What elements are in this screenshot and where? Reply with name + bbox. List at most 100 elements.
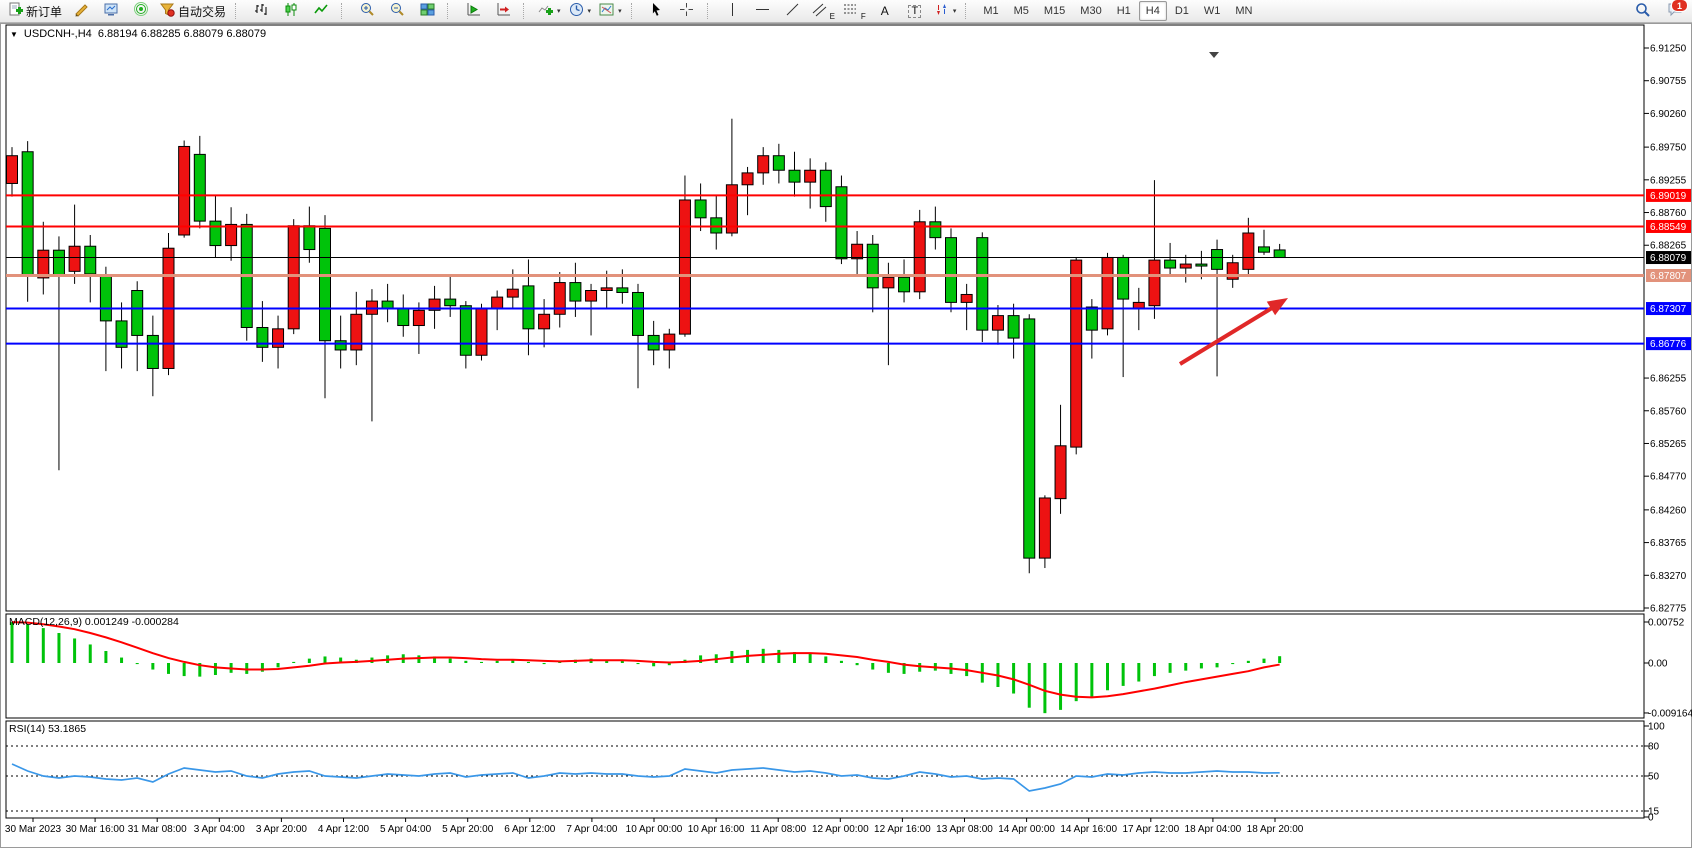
periods-button[interactable]: ▾ [565, 0, 596, 22]
chevron-down-icon: ▾ [618, 7, 622, 15]
channel-letter: E [829, 12, 835, 21]
indicators-button[interactable]: ▾ [534, 0, 565, 22]
price-badge [1646, 337, 1691, 351]
chart-shift-button[interactable] [488, 0, 518, 22]
signals-button[interactable] [126, 0, 156, 22]
time-label: 14 Apr 16:00 [1060, 824, 1117, 835]
zoom-out-button[interactable] [382, 0, 412, 22]
cursor-icon [649, 2, 664, 20]
svg-text:15: 15 [1648, 807, 1660, 818]
collapse-triangle-icon[interactable]: ▼ [10, 29, 18, 39]
toolbar-separator [630, 3, 638, 19]
autotrading-button[interactable]: 自动交易 [156, 0, 230, 22]
autotrading-icon [160, 2, 175, 20]
toolbar-separator [965, 3, 972, 19]
svg-text:6.83765: 6.83765 [1650, 538, 1687, 549]
macd-indicator-label: MACD(12,26,9) 0.001249 -0.000284 [9, 616, 179, 628]
svg-text:0.00: 0.00 [1648, 659, 1668, 670]
svg-text:-0.009164: -0.009164 [1648, 708, 1692, 719]
crosshair-button[interactable] [672, 0, 702, 22]
chevron-down-icon: ▾ [952, 7, 957, 15]
search-button[interactable] [1628, 0, 1658, 22]
new-order-label: 新订单 [26, 4, 63, 19]
timeframe-button-mn[interactable]: MN [1235, 5, 1253, 17]
svg-text:6.90260: 6.90260 [1650, 109, 1687, 120]
svg-text:6.84770: 6.84770 [1650, 472, 1687, 483]
autotrading-label: 自动交易 [178, 4, 227, 19]
svg-text:6.87307: 6.87307 [1650, 304, 1687, 315]
toolbar-separator [235, 3, 242, 19]
svg-text:6.88549: 6.88549 [1650, 222, 1687, 233]
timeframe-button-h1[interactable]: H1 [1116, 5, 1131, 17]
auto-scroll-button[interactable] [458, 0, 488, 22]
timeframe-button-m1[interactable]: M1 [983, 5, 999, 17]
new-order-button[interactable]: 新订单 [4, 0, 66, 22]
price-badge [1646, 269, 1691, 283]
symbol-ohlc-text: USDCNH-,H4 6.88194 6.88285 6.88079 6.880… [23, 28, 267, 40]
chart-canvas[interactable]: 6.91250 6.90755 6.90260 6.89750 6.89255 6.887… [0, 23, 1692, 848]
channel-button[interactable]: E [808, 0, 839, 22]
svg-text:80: 80 [1648, 742, 1660, 753]
macd-pane: 0.00752 0.00 -0.009164 [10, 618, 1692, 719]
search-icon [1635, 2, 1651, 21]
fibonacci-button[interactable]: F [839, 0, 870, 22]
trendline-button[interactable] [778, 0, 808, 22]
time-label: 10 Apr 00:00 [626, 824, 683, 835]
toolbar-separator [447, 3, 454, 19]
text-button[interactable]: A [870, 0, 900, 22]
toolbar-separator [706, 3, 714, 19]
cursor-button[interactable] [642, 0, 672, 22]
rsi-line [11, 763, 1280, 792]
svg-text:6.82775: 6.82775 [1650, 604, 1687, 615]
tile-windows-icon [420, 2, 435, 20]
vertical-line-button[interactable] [718, 0, 748, 22]
svg-text:6.85265: 6.85265 [1650, 439, 1687, 450]
timeframe-button-m15[interactable]: M15 [1043, 5, 1066, 17]
time-label: 30 Mar 2023 [5, 824, 62, 835]
pencil-icon [74, 2, 89, 20]
timeframe-group: M1 M5 M15 M30 H1 H4 D1 W1 MN [976, 1, 1259, 21]
timeframe-button-h4[interactable]: H4 [1138, 1, 1167, 21]
macd-signal-line [11, 621, 1280, 699]
timeframe-button-m5[interactable]: M5 [1013, 5, 1029, 17]
time-axis: 30 Mar 2023 30 Mar 16:00 31 Mar 08:00 3 Apr… [5, 818, 1304, 835]
text-tool-icon: A [880, 4, 889, 18]
svg-text:6.86255: 6.86255 [1650, 374, 1687, 385]
chat-button[interactable]: 1 [1664, 0, 1688, 21]
bar-chart-button[interactable] [246, 0, 276, 22]
svg-text:6.87807: 6.87807 [1650, 271, 1687, 282]
fibo-letter: F [860, 12, 866, 21]
shift-marker-icon[interactable] [1209, 52, 1219, 58]
candlestick-chart-button[interactable] [276, 0, 306, 22]
zoom-in-button[interactable] [352, 0, 382, 22]
time-label: 14 Apr 00:00 [998, 824, 1055, 835]
fibonacci-icon [843, 2, 858, 20]
timeframe-button-d1[interactable]: D1 [1174, 5, 1189, 17]
market-watch-button[interactable] [96, 0, 126, 22]
time-label: 12 Apr 16:00 [874, 824, 931, 835]
tile-windows-button[interactable] [412, 0, 442, 22]
timeframe-button-w1[interactable]: W1 [1203, 5, 1221, 17]
text-label-button[interactable]: T [900, 0, 930, 22]
arrows-button[interactable]: ▾ [930, 0, 961, 22]
time-label: 4 Apr 12:00 [318, 824, 370, 835]
svg-text:6.85760: 6.85760 [1650, 406, 1687, 417]
template-icon [599, 2, 614, 20]
line-chart-button[interactable] [306, 0, 336, 22]
timeframe-button-m30[interactable]: M30 [1080, 5, 1102, 17]
svg-text:6.86776: 6.86776 [1650, 339, 1687, 350]
candlestick-icon [284, 2, 299, 20]
radar-icon [133, 2, 149, 20]
arrows-icon [934, 2, 949, 20]
svg-text:6.84260: 6.84260 [1650, 505, 1687, 516]
metaeditor-button[interactable] [66, 0, 96, 22]
svg-text:100: 100 [1648, 722, 1665, 733]
time-label: 5 Apr 04:00 [380, 824, 432, 835]
templates-button[interactable]: ▾ [595, 0, 626, 22]
svg-text:6.83270: 6.83270 [1650, 571, 1687, 582]
trend-arrow-line[interactable] [1178, 306, 1274, 366]
level-lines-layer [6, 194, 1644, 345]
horizontal-line-button[interactable] [748, 0, 778, 22]
time-label: 18 Apr 20:00 [1247, 824, 1304, 835]
